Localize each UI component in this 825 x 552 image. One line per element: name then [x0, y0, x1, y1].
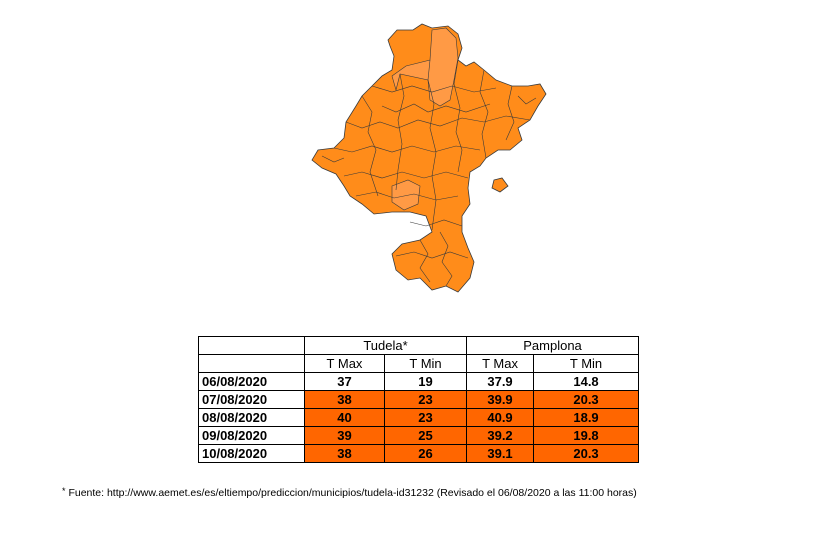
table-row: 07/08/2020 38 23 39.9 20.3 [198, 390, 640, 409]
tudela-tmin-cell: 23 [383, 408, 468, 427]
tudela-tmin-cell: 25 [383, 426, 468, 445]
tudela-tmin-header: T Min [383, 354, 468, 373]
tudela-tmax-cell: 37 [304, 372, 385, 391]
date-cell: 06/08/2020 [198, 372, 305, 391]
pamplona-tmin-cell: 20.3 [533, 444, 640, 463]
pamplona-tmin-cell: 18.9 [533, 408, 640, 427]
tudela-tmax-cell: 40 [304, 408, 385, 427]
tudela-tmax-cell: 38 [304, 444, 385, 463]
table-row: 09/08/2020 39 25 39.2 19.8 [198, 426, 640, 445]
pamplona-tmin-cell: 14.8 [533, 372, 640, 391]
pamplona-tmin-header: T Min [533, 354, 640, 373]
pamplona-tmax-cell: 39.2 [466, 426, 535, 445]
source-footnote: * Fuente: http://www.aemet.es/es/eltiemp… [62, 486, 637, 499]
pamplona-tmin-cell: 19.8 [533, 426, 640, 445]
pamplona-tmax-cell: 39.1 [466, 444, 535, 463]
tudela-tmin-cell: 19 [383, 372, 468, 391]
footnote-text: Fuente: http://www.aemet.es/es/eltiempo/… [68, 487, 637, 499]
tudela-header: Tudela* [303, 336, 468, 355]
date-cell: 08/08/2020 [198, 408, 305, 427]
pamplona-header: Pamplona [466, 336, 640, 355]
region-enclave [491, 177, 509, 193]
corner-cell [198, 336, 305, 355]
date-cell: 07/08/2020 [198, 390, 305, 409]
tudela-tmax-cell: 39 [304, 426, 385, 445]
date-cell: 10/08/2020 [198, 444, 305, 463]
highlight-zone-north [391, 27, 459, 107]
group-header-row: Tudela* Pamplona [198, 336, 640, 355]
pamplona-tmax-cell: 37.9 [466, 372, 535, 391]
table-row: 10/08/2020 38 26 39.1 20.3 [198, 444, 640, 463]
table-row: 06/08/2020 37 19 37.9 14.8 [198, 372, 640, 391]
temperature-table: Tudela* Pamplona T Max T Min T Max T Min… [198, 336, 640, 463]
footnote-marker: * [62, 486, 66, 496]
date-cell: 09/08/2020 [198, 426, 305, 445]
municipal-borders [321, 59, 537, 287]
tudela-tmin-cell: 26 [383, 444, 468, 463]
tudela-tmax-header: T Max [304, 354, 385, 373]
highlight-zone-center [391, 179, 421, 211]
tudela-tmax-cell: 38 [304, 390, 385, 409]
tudela-tmin-cell: 23 [383, 390, 468, 409]
region-outline [311, 23, 547, 293]
subheader-row: T Max T Min T Max T Min [198, 354, 640, 373]
navarra-map-svg [311, 23, 547, 293]
pamplona-tmax-cell: 40.9 [466, 408, 535, 427]
pamplona-tmax-header: T Max [466, 354, 535, 373]
date-header-cell [198, 354, 305, 373]
navarra-map [300, 14, 560, 296]
pamplona-tmax-cell: 39.9 [466, 390, 535, 409]
pamplona-tmin-cell: 20.3 [533, 390, 640, 409]
table-row: 08/08/2020 40 23 40.9 18.9 [198, 408, 640, 427]
